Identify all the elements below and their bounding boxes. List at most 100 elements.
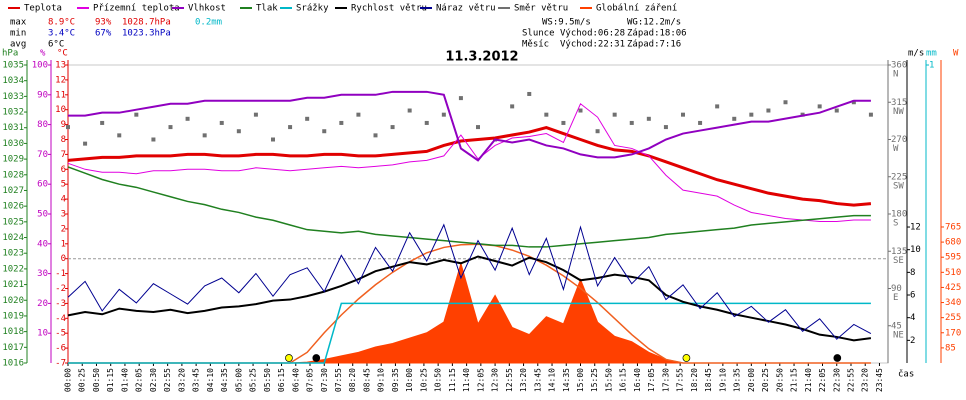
axis-unit: m/s	[908, 49, 924, 59]
y-tick-label: 1018	[2, 327, 24, 337]
y-tick-label: 1033	[2, 92, 24, 102]
y-tick-label: 1021	[2, 280, 24, 290]
info-text: Východ:06:28	[560, 29, 625, 39]
y-tick-label: 270	[891, 135, 907, 145]
info-text: Měsíc	[522, 40, 549, 50]
x-tick-label: 08:20	[348, 368, 357, 392]
legend-label: Srážky	[296, 4, 329, 14]
legend-label: Vlhkost	[188, 4, 226, 14]
x-tick-label: 07:30	[320, 368, 329, 392]
info-text: WG:12.2m/s	[627, 18, 681, 28]
x-tick-label: 18:20	[690, 368, 699, 392]
stat-text: 3.4°C	[48, 29, 75, 39]
axis-unit: mm	[926, 49, 937, 59]
point	[322, 129, 327, 134]
point	[66, 125, 70, 130]
point	[834, 108, 839, 113]
x-axis-label: čas	[898, 369, 914, 380]
x-tick-label: 15:25	[590, 368, 599, 392]
x-tick-label: 13:20	[519, 368, 528, 392]
y-tick-label: 135	[891, 247, 907, 257]
y-tick-label: -1	[55, 269, 66, 279]
y-tick-name: NE	[893, 330, 904, 340]
y-tick-label: 90	[37, 90, 48, 100]
x-tick-label: 13:45	[533, 368, 542, 392]
point	[151, 137, 156, 142]
x-tick-label: 12:30	[491, 368, 500, 392]
point	[544, 112, 549, 117]
x-tick-label: 14:35	[562, 368, 571, 392]
y-tick-name: E	[893, 293, 898, 303]
point	[561, 120, 566, 125]
x-tick-label: 17:55	[676, 368, 685, 392]
y-tick-label: 6	[61, 165, 66, 175]
point	[202, 133, 207, 138]
x-tick-label: 08:45	[362, 368, 371, 392]
point	[253, 112, 258, 117]
x-tick-label: 17:05	[647, 368, 656, 392]
point	[271, 137, 275, 142]
x-tick-label: 12:55	[505, 368, 514, 392]
y-tick-label: 1017	[2, 343, 24, 353]
point	[681, 112, 685, 117]
x-tick-label: 21:15	[790, 368, 799, 392]
marker	[285, 354, 293, 362]
point	[715, 104, 720, 109]
point	[100, 120, 105, 125]
x-tick-label: 06:40	[291, 368, 300, 392]
legend-label: Směr větru	[514, 4, 568, 14]
point	[851, 100, 856, 105]
x-tick-label: 10:00	[405, 368, 414, 392]
point	[339, 120, 344, 125]
y-tick-label: 20	[37, 299, 48, 309]
x-tick-label: 20:50	[775, 368, 784, 392]
point	[868, 112, 873, 117]
point	[476, 125, 480, 130]
x-tick-label: 16:40	[633, 368, 642, 392]
y-tick-label: 10	[910, 245, 921, 255]
y-tick-label: 6	[910, 291, 915, 301]
x-tick-label: 07:05	[306, 368, 315, 392]
point	[356, 112, 361, 117]
x-tick-label: 00:00	[64, 368, 73, 392]
x-tick-label: 16:15	[619, 368, 628, 392]
x-tick-label: 04:10	[206, 368, 215, 392]
y-tick-label: 1035	[2, 61, 24, 71]
y-tick-label: 8	[910, 268, 915, 278]
point	[629, 120, 634, 125]
point	[732, 116, 737, 121]
stat-text: avg	[10, 40, 26, 50]
y-tick-label: 1019	[2, 311, 24, 321]
x-tick-label: 01:40	[120, 368, 129, 392]
stat-text: 1023.3hPa	[122, 29, 171, 39]
point	[134, 112, 139, 117]
x-tick-label: 15:50	[604, 368, 613, 392]
y-tick-label: 9	[61, 120, 66, 130]
stat-text: 0.2mm	[195, 18, 222, 28]
point	[646, 116, 651, 121]
point	[441, 112, 446, 117]
point	[407, 108, 412, 113]
y-tick-label: 1028	[2, 170, 24, 180]
x-tick-label: 02:05	[135, 368, 144, 392]
x-tick-label: 09:35	[391, 368, 400, 392]
x-tick-label: 22:55	[846, 368, 855, 392]
legend-label: Teplota	[24, 4, 62, 14]
x-tick-label: 05:25	[249, 368, 258, 392]
axis-unit: hPa	[2, 49, 18, 59]
y-tick-label: 1016	[2, 359, 24, 369]
y-tick-label: 255	[945, 313, 961, 323]
point	[783, 100, 788, 105]
x-tick-label: 21:40	[804, 368, 813, 392]
x-tick-label: 02:30	[149, 368, 158, 392]
y-tick-label: -7	[55, 359, 66, 369]
point	[305, 116, 310, 121]
legend-label: Náraz větru	[436, 4, 496, 14]
chart-title: 11.3.2012	[445, 50, 518, 65]
point	[510, 104, 515, 109]
x-tick-label: 00:25	[78, 368, 87, 392]
y-tick-label: 5	[61, 180, 66, 190]
x-tick-label: 17:30	[661, 368, 670, 392]
point	[595, 129, 600, 134]
point	[578, 108, 583, 113]
